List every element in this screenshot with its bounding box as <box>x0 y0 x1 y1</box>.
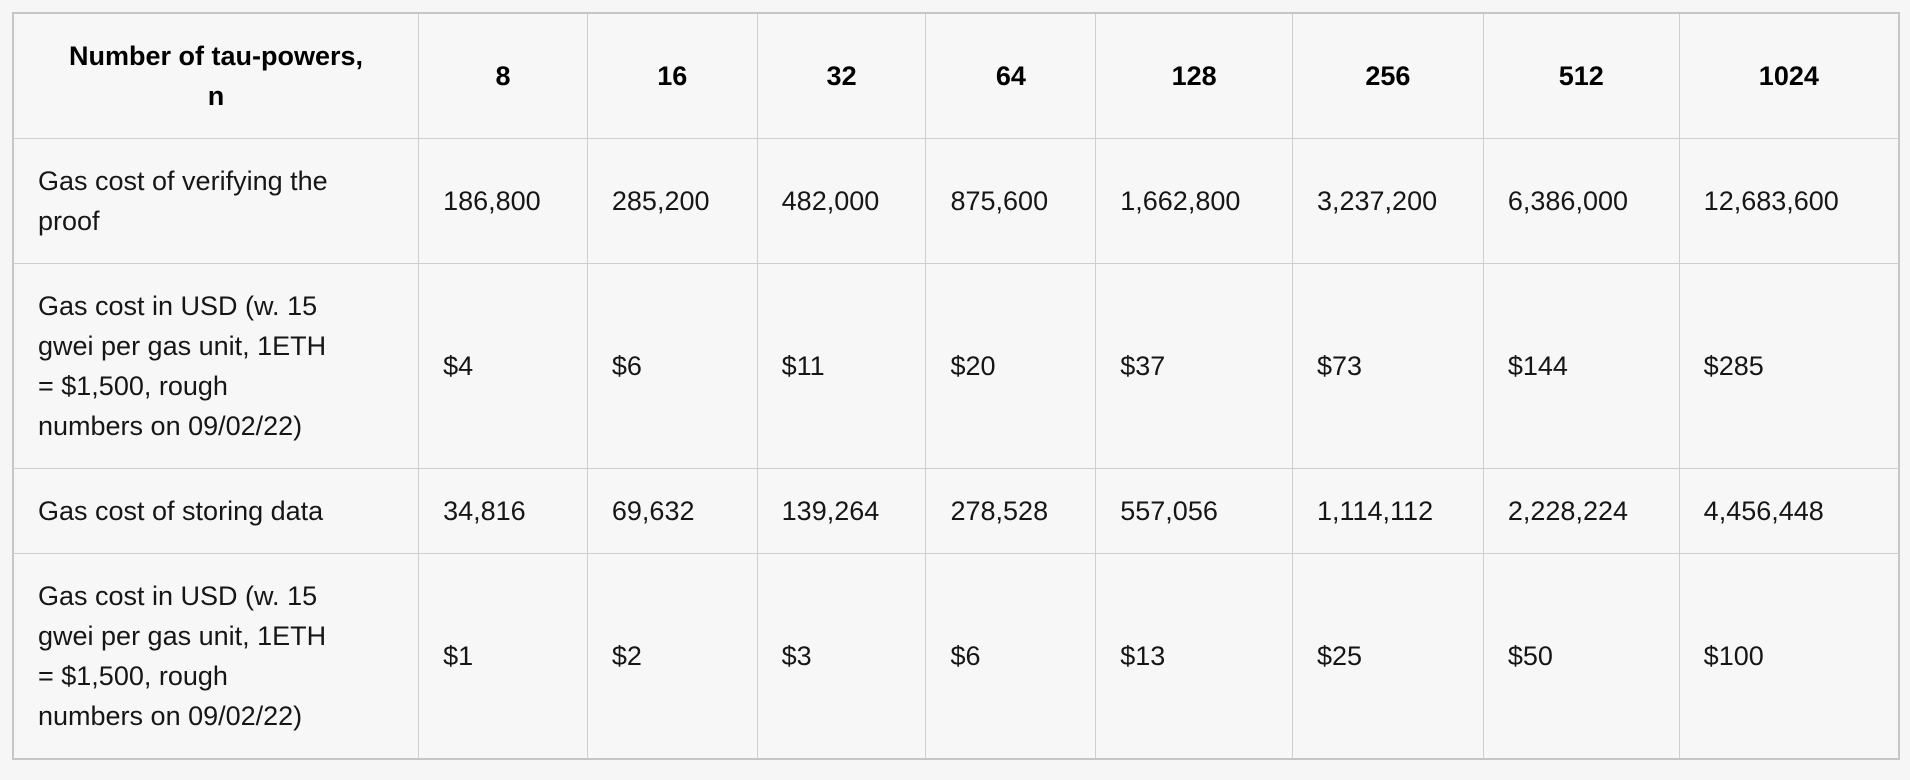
value-cell: 1,662,800 <box>1095 138 1293 264</box>
value-cell: 482,000 <box>756 138 927 264</box>
value-cell: 6,386,000 <box>1482 138 1680 264</box>
header-row: Number of tau-powers, n 8 16 32 64 128 2… <box>12 12 1900 139</box>
value-cell: 69,632 <box>586 468 758 554</box>
value-cell: $73 <box>1291 263 1484 469</box>
value-cell: 186,800 <box>418 138 588 264</box>
value-cell: 1,114,112 <box>1291 468 1484 554</box>
col-header-1024: 1024 <box>1678 12 1900 139</box>
value-cell: 3,237,200 <box>1291 138 1484 264</box>
col-header-128: 128 <box>1095 12 1293 139</box>
value-cell: $50 <box>1482 553 1680 760</box>
value-cell: $37 <box>1095 263 1293 469</box>
value-cell: 557,056 <box>1095 468 1293 554</box>
value-cell: $2 <box>586 553 758 760</box>
value-cell: 4,456,448 <box>1678 468 1900 554</box>
value-cell: $25 <box>1291 553 1484 760</box>
value-cell: $1 <box>418 553 588 760</box>
value-cell: 12,683,600 <box>1678 138 1900 264</box>
value-cell: 875,600 <box>925 138 1097 264</box>
value-cell: 2,228,224 <box>1482 468 1680 554</box>
value-cell: $20 <box>925 263 1097 469</box>
value-cell: $6 <box>925 553 1097 760</box>
col-header-64: 64 <box>925 12 1097 139</box>
value-cell: $6 <box>586 263 758 469</box>
value-cell: $13 <box>1095 553 1293 760</box>
value-cell: 278,528 <box>925 468 1097 554</box>
gas-cost-table: Number of tau-powers, n 8 16 32 64 128 2… <box>12 12 1900 760</box>
table-row-verify-usd: Gas cost in USD (w. 15 gwei per gas unit… <box>12 263 1900 469</box>
row-label-storage-gas: Gas cost of storing data <box>12 468 420 554</box>
corner-header-tau-powers: Number of tau-powers, n <box>12 12 420 139</box>
value-cell: $11 <box>756 263 927 469</box>
row-label-verify-gas: Gas cost of verifying the proof <box>12 138 420 264</box>
value-cell: $144 <box>1482 263 1680 469</box>
col-header-512: 512 <box>1482 12 1680 139</box>
table-row-storage-gas: Gas cost of storing data 34,816 69,632 1… <box>12 468 1900 554</box>
row-label-verify-usd: Gas cost in USD (w. 15 gwei per gas unit… <box>12 263 420 469</box>
col-header-256: 256 <box>1291 12 1484 139</box>
row-label-storage-usd: Gas cost in USD (w. 15 gwei per gas unit… <box>12 553 420 760</box>
value-cell: $3 <box>756 553 927 760</box>
value-cell: 34,816 <box>418 468 588 554</box>
table-row-verify-gas: Gas cost of verifying the proof 186,800 … <box>12 138 1900 264</box>
table-row-storage-usd: Gas cost in USD (w. 15 gwei per gas unit… <box>12 553 1900 760</box>
value-cell: $100 <box>1678 553 1900 760</box>
value-cell: 139,264 <box>756 468 927 554</box>
col-header-8: 8 <box>418 12 588 139</box>
value-cell: $285 <box>1678 263 1900 469</box>
value-cell: $4 <box>418 263 588 469</box>
value-cell: 285,200 <box>586 138 758 264</box>
col-header-16: 16 <box>586 12 758 139</box>
col-header-32: 32 <box>756 12 927 139</box>
